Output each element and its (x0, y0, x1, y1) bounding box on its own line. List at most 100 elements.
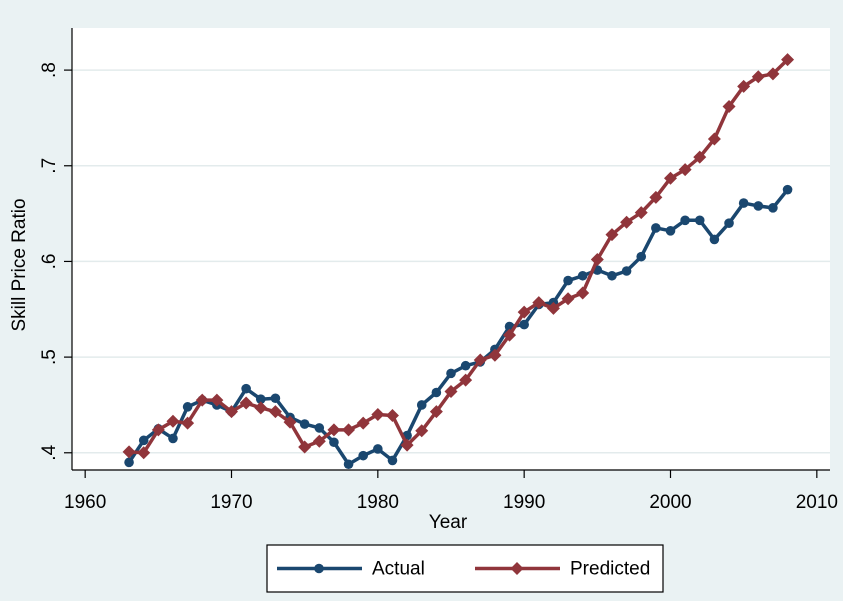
data-point (781, 53, 795, 67)
data-point (488, 348, 502, 362)
data-point (577, 270, 588, 281)
data-point (431, 387, 442, 398)
y-tick-label: .6 (39, 254, 60, 270)
data-point (680, 215, 690, 226)
data-point (166, 414, 180, 428)
data-point (342, 423, 356, 437)
data-point (356, 416, 370, 430)
data-point (751, 70, 765, 84)
data-point (241, 383, 251, 394)
data-point (693, 150, 707, 164)
data-point (385, 408, 399, 422)
data-point (373, 444, 383, 454)
data-point (663, 171, 677, 185)
legend-marker (314, 563, 324, 574)
data-point (444, 385, 458, 399)
data-point (254, 401, 268, 415)
data-point (225, 405, 239, 419)
data-point (473, 353, 487, 367)
data-point (255, 394, 266, 405)
x-tick-label: 1970 (210, 492, 252, 513)
data-point (283, 415, 297, 429)
data-point (371, 408, 385, 422)
data-point (503, 328, 517, 342)
data-point (607, 270, 617, 281)
data-point (768, 203, 778, 213)
data-point (416, 400, 427, 410)
data-point (782, 184, 793, 195)
data-point (753, 201, 764, 211)
data-point (298, 440, 312, 454)
data-point (590, 253, 604, 267)
y-tick-label: .8 (39, 62, 60, 78)
data-point (210, 393, 224, 407)
data-point (327, 423, 341, 437)
data-point (634, 206, 648, 220)
data-point (168, 433, 178, 444)
data-point (429, 405, 443, 419)
data-point (268, 405, 282, 419)
data-point (561, 292, 575, 306)
legend-marker (510, 562, 524, 575)
data-point (621, 266, 632, 276)
x-tick-label: 1980 (357, 492, 399, 513)
data-point (707, 132, 721, 146)
data-point (195, 393, 209, 407)
data-point (299, 419, 310, 429)
legend-label: Predicted (570, 559, 650, 580)
data-point (678, 163, 692, 177)
data-point (387, 455, 398, 466)
x-axis-title: Year (429, 512, 468, 533)
series-line (128, 58, 789, 455)
data-point (312, 434, 326, 448)
data-point (546, 301, 560, 315)
series-line (127, 188, 789, 467)
data-point (239, 396, 253, 410)
data-point (122, 445, 136, 459)
x-tick-label: 1990 (503, 492, 545, 513)
data-point (709, 234, 720, 245)
data-point (722, 99, 736, 113)
data-point (694, 215, 705, 226)
x-tick-label: 2000 (649, 492, 691, 513)
data-point (636, 251, 647, 262)
data-point (151, 423, 165, 437)
data-point (137, 446, 151, 460)
x-tick-label: 2010 (796, 492, 838, 513)
data-point (329, 437, 339, 448)
data-point (605, 228, 619, 242)
data-point (519, 319, 529, 330)
data-point (532, 296, 546, 310)
data-point (724, 218, 734, 228)
data-point (270, 393, 281, 404)
data-point (415, 424, 429, 438)
data-point (343, 459, 354, 470)
data-point (124, 457, 134, 468)
data-point (576, 286, 590, 300)
y-axis-title: Skill Price Ratio (9, 198, 30, 331)
data-point (460, 360, 471, 371)
data-point (358, 450, 369, 461)
data-point (620, 215, 634, 229)
data-point (459, 373, 473, 387)
data-point (563, 275, 573, 286)
data-point (766, 67, 780, 81)
data-point (737, 79, 751, 93)
legend-label: Actual (372, 559, 425, 580)
x-tick-label: 1960 (64, 492, 106, 513)
data-point (400, 438, 414, 452)
data-point (665, 226, 676, 236)
data-point (314, 423, 325, 433)
y-tick-label: .4 (39, 444, 60, 460)
data-point (649, 190, 663, 204)
y-tick-label: .7 (39, 158, 60, 174)
data-point (651, 223, 661, 233)
y-tick-label: .5 (39, 349, 60, 365)
data-point (738, 198, 749, 208)
data-point (517, 305, 531, 319)
data-point (446, 368, 456, 379)
data-point (182, 402, 193, 412)
data-point (181, 416, 195, 430)
data-point (138, 435, 149, 446)
